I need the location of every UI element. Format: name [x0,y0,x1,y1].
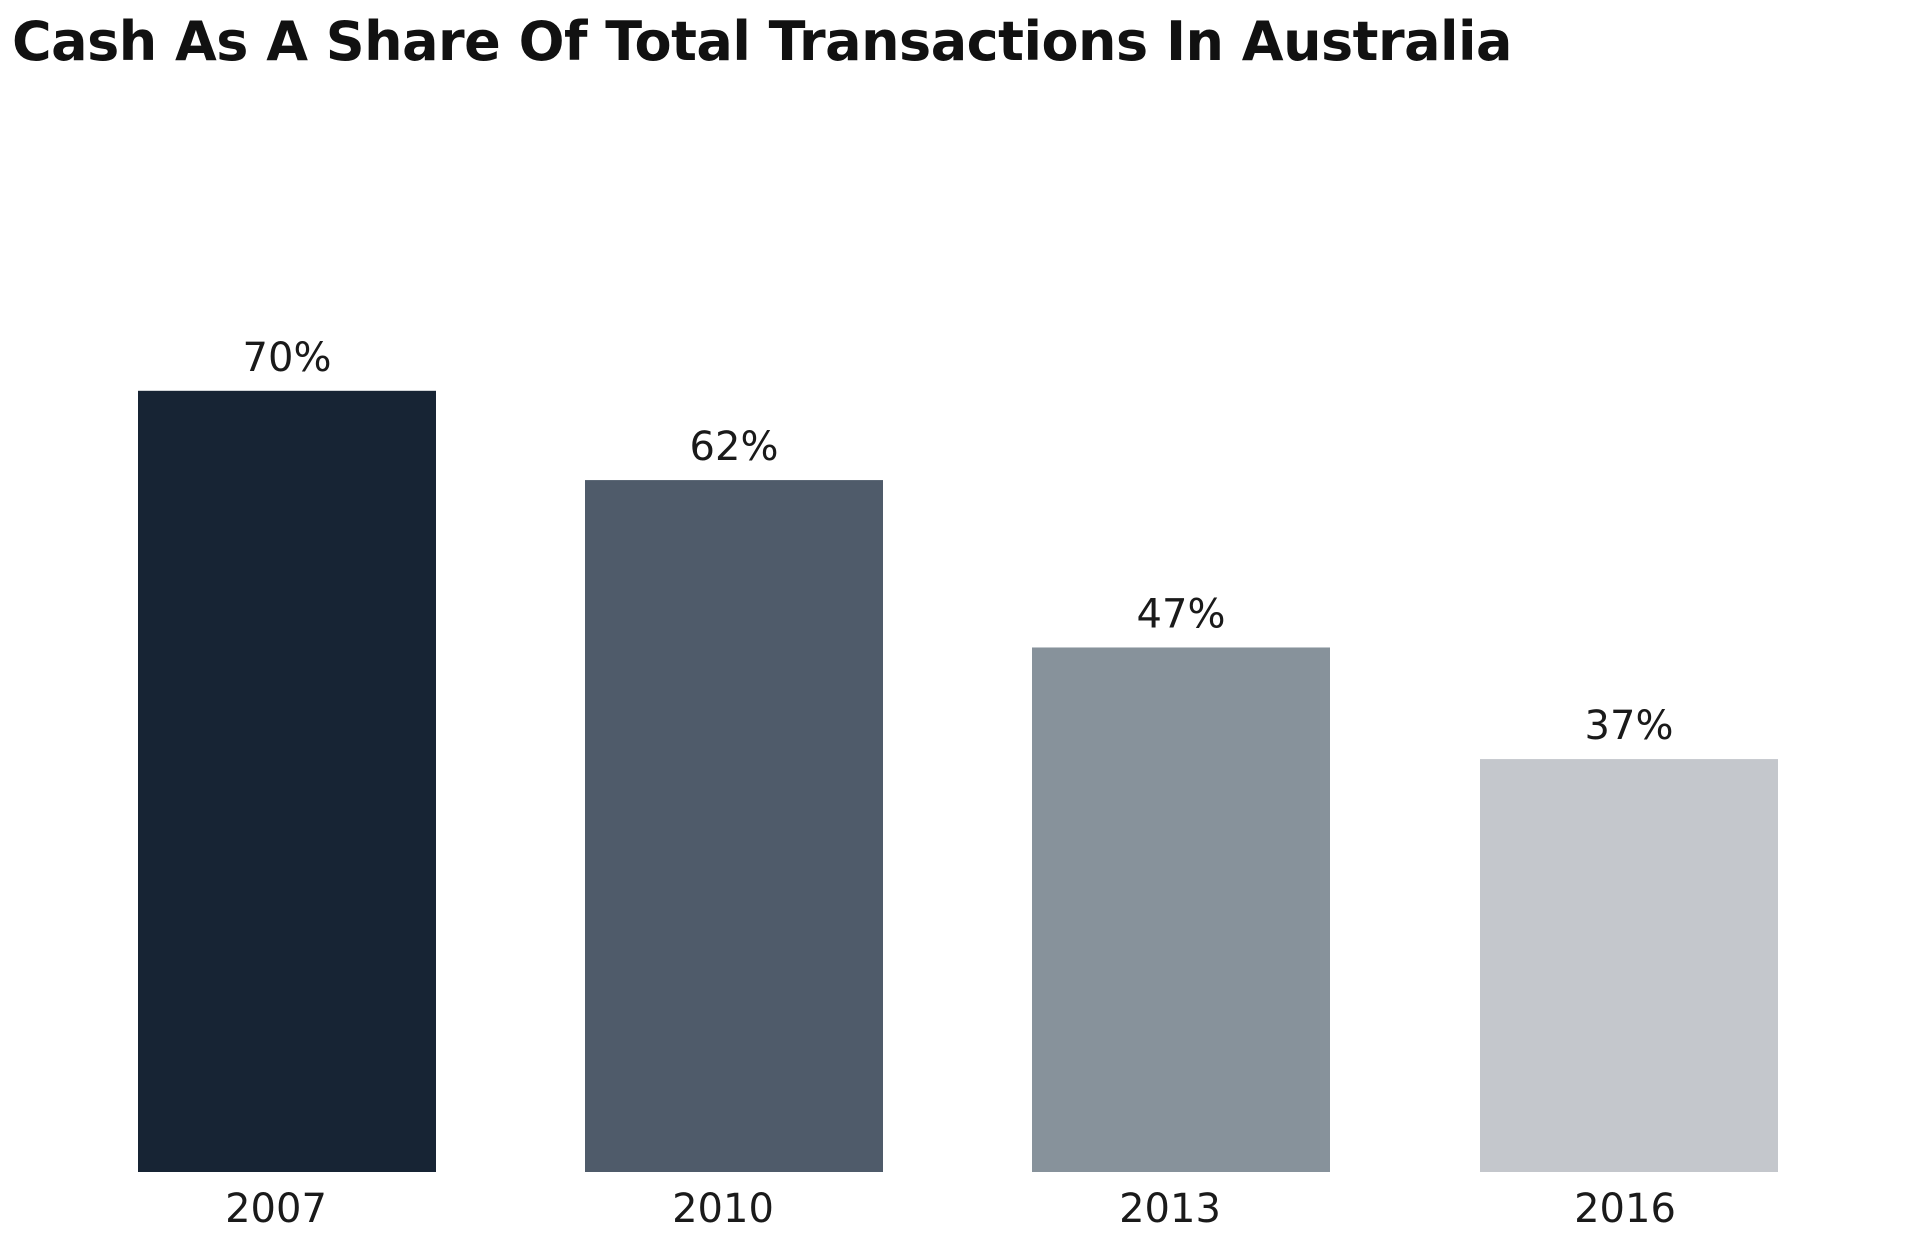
x-axis-tick-labels: 2007 2010 2013 2016 [225,1186,1676,1232]
value-labels-layer: 70% 62% 47% 37% [243,335,1674,749]
value-label-2007: 70% [243,335,332,381]
chart-title: Cash As A Share Of Total Transactions In… [12,10,1513,73]
x-tick-label-2016: 2016 [1574,1186,1676,1232]
bar-2013 [1032,647,1330,1172]
x-tick-label-2013: 2013 [1119,1186,1221,1232]
bars-layer [138,390,1778,1173]
value-label-2013: 47% [1137,591,1226,637]
bar-2007 [138,390,436,1172]
x-tick-label-2007: 2007 [225,1186,327,1232]
bar-2016 [1480,759,1778,1172]
x-tick-label-2010: 2010 [672,1186,774,1232]
bar-2010 [585,480,883,1173]
value-label-2010: 62% [690,424,779,470]
value-label-2016: 37% [1585,703,1674,749]
